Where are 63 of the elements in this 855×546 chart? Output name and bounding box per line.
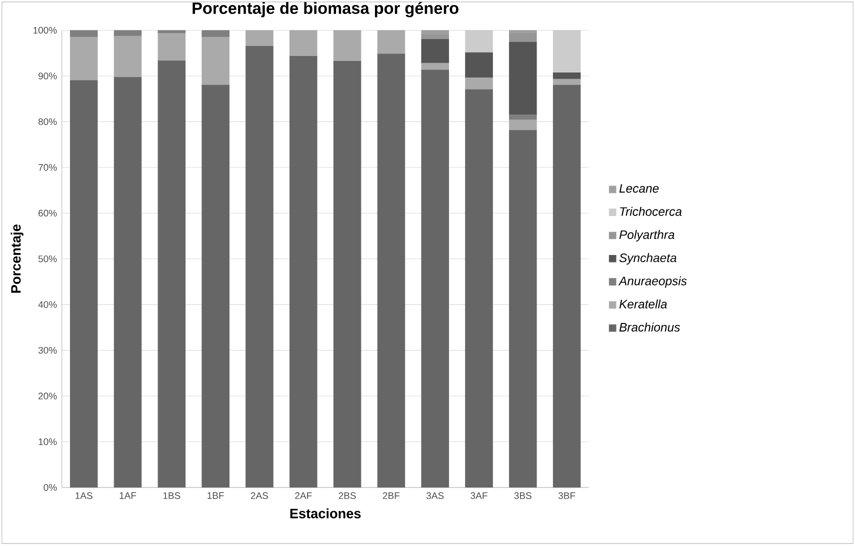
x-tick-label: 1AF	[120, 492, 136, 500]
legend-label: Brachionus	[619, 322, 680, 332]
x-tick-label: 1BF	[208, 492, 224, 500]
bar	[509, 42, 537, 116]
bar	[70, 80, 98, 488]
x-tick-label: 1BS	[163, 492, 180, 500]
bar	[246, 46, 274, 488]
bar	[509, 130, 537, 488]
bar	[552, 72, 581, 80]
x-axis-title: Estaciones	[290, 508, 361, 519]
x-tick-label: 2AF	[295, 492, 312, 500]
bar	[509, 120, 537, 131]
x-tick-label: 2BS	[338, 492, 356, 500]
y-tick-label: 20%	[38, 392, 57, 400]
y-tick-label: 50%	[38, 256, 57, 262]
bar	[246, 30, 274, 47]
bar	[289, 30, 318, 57]
y-axis-title: Porcentaje	[10, 224, 24, 293]
bar	[114, 36, 142, 78]
bar	[465, 78, 493, 90]
x-tick-label: 1AS	[76, 492, 92, 500]
legend-label: Trichocerca	[620, 207, 682, 216]
legend-label: Anuraeopsis	[618, 276, 687, 288]
bar	[465, 30, 493, 54]
bar	[158, 60, 186, 488]
bar	[552, 85, 581, 488]
bar	[377, 54, 406, 488]
x-tick-label: 3BS	[514, 492, 532, 500]
bar	[552, 79, 581, 86]
y-tick-label: 100%	[33, 27, 57, 34]
bar	[465, 52, 493, 78]
legend-label: Keratella	[619, 300, 667, 309]
bar	[421, 70, 449, 488]
y-tick-label: 30%	[38, 347, 57, 354]
legend-label: Lecane	[619, 184, 659, 193]
x-tick-label: 2AS	[250, 492, 268, 500]
bar	[333, 61, 362, 488]
bar	[158, 33, 186, 62]
x-tick-label: 3AS	[426, 492, 444, 500]
bar	[509, 33, 537, 43]
x-tick-label: 3BF	[558, 492, 576, 500]
legend-label: Polyarthra	[619, 230, 674, 242]
bar	[202, 85, 230, 488]
y-tick-label: 80%	[38, 118, 57, 126]
bar	[377, 30, 406, 55]
bar	[114, 77, 142, 488]
y-tick-label: 60%	[38, 210, 57, 217]
y-tick-label: 10%	[38, 438, 57, 446]
y-tick-label: 90%	[38, 72, 57, 80]
bar	[465, 90, 493, 488]
chart-title: Porcentaje de biomasa por género	[192, 2, 458, 18]
bar	[70, 37, 98, 82]
legend-label: Synchaeta	[619, 253, 676, 265]
bar	[202, 37, 230, 86]
y-tick-label: 40%	[38, 301, 57, 308]
y-tick-label: 70%	[38, 164, 57, 172]
bar	[421, 39, 449, 64]
x-tick-label: 3AF	[470, 492, 488, 500]
bar	[289, 56, 318, 488]
bar	[552, 30, 581, 74]
x-tick-label: 2BF	[382, 492, 400, 500]
y-tick-label: 0%	[44, 484, 57, 492]
bar	[333, 30, 362, 62]
